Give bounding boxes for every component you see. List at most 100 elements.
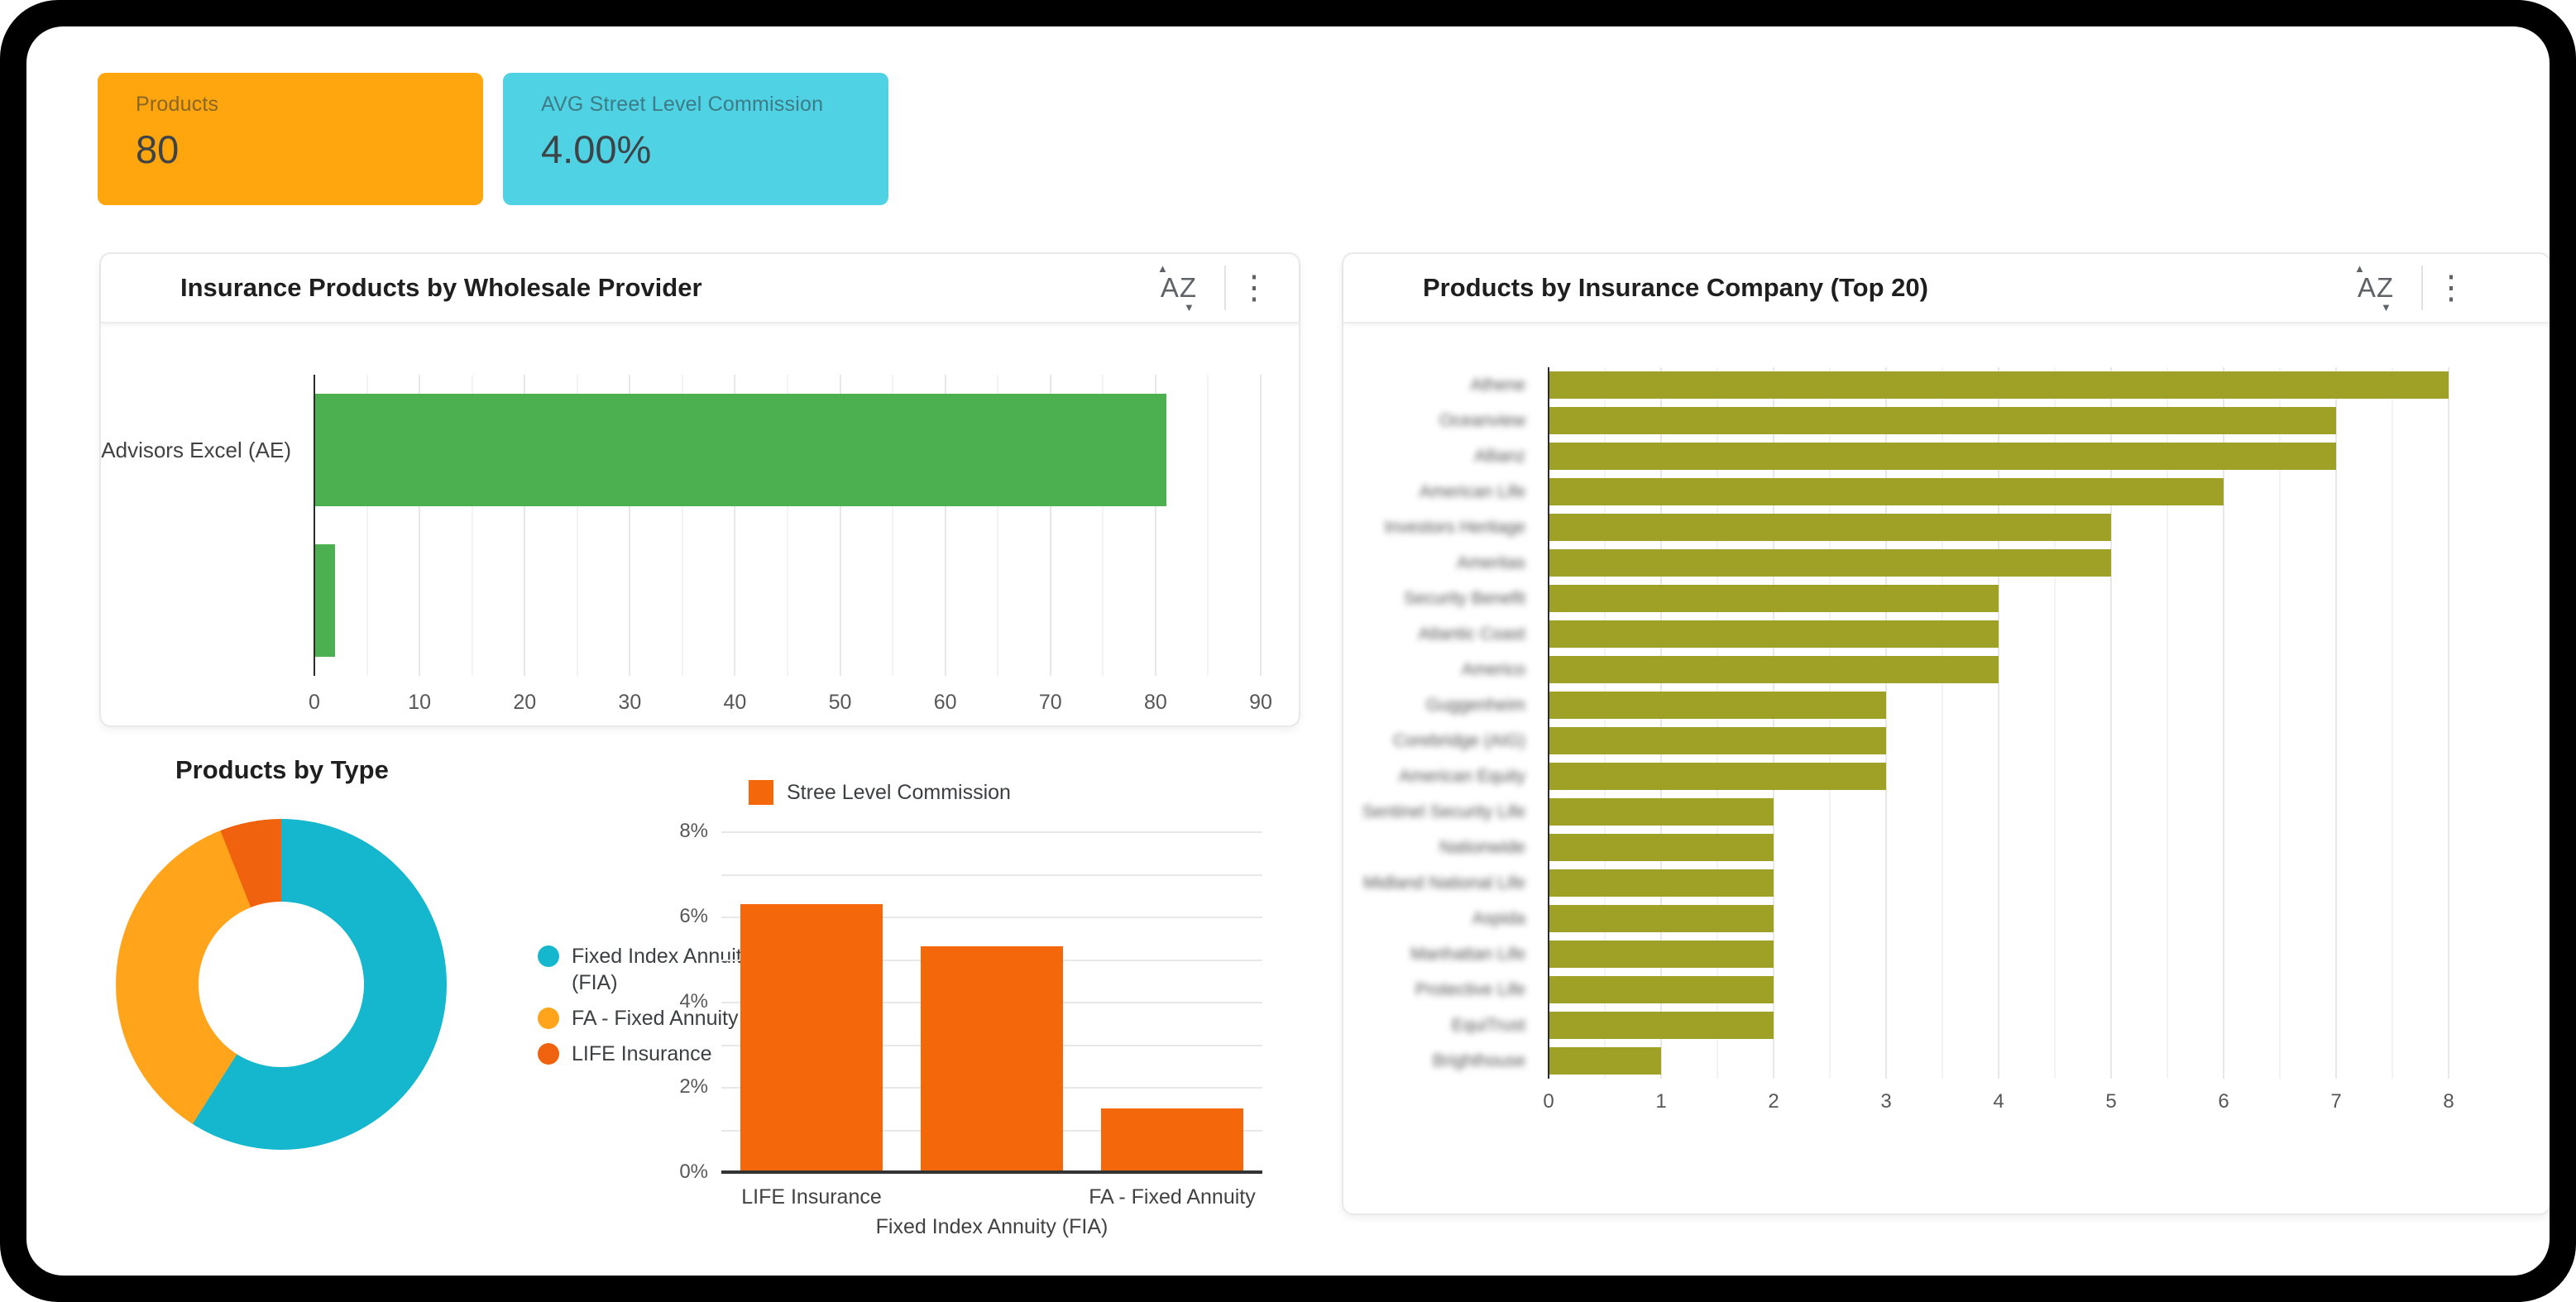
- axis-tick-label: 50: [828, 691, 852, 714]
- bar[interactable]: [1549, 1012, 1774, 1039]
- gridline: [1604, 367, 1606, 1079]
- bar[interactable]: [1549, 798, 1774, 826]
- gridline: [1548, 367, 1549, 1079]
- gridline: [314, 375, 315, 676]
- legend-dot-icon: [538, 1008, 559, 1029]
- category-label: Atlantic Coast: [1418, 625, 1525, 644]
- category-label: Ameritas: [1457, 553, 1525, 572]
- gridline: [1717, 367, 1718, 1079]
- bar[interactable]: [314, 544, 336, 657]
- category-label: Advisors Excel (AE): [101, 438, 291, 462]
- legend-dot-icon: [538, 945, 559, 967]
- legend-dot-icon: [538, 1043, 559, 1065]
- gridline: [524, 375, 526, 676]
- bar[interactable]: [1549, 869, 1774, 897]
- category-label: Midland National Life: [1362, 874, 1525, 893]
- axis-tick-label: 0: [1543, 1090, 1554, 1113]
- legend-label: LIFE Insurance: [572, 1042, 712, 1065]
- gridline: [944, 375, 946, 676]
- gridline: [839, 375, 841, 676]
- bar[interactable]: [314, 394, 1166, 506]
- bar[interactable]: [740, 903, 883, 1172]
- bar[interactable]: [1549, 976, 1774, 1003]
- card-title: Products by Insurance Company (Top 20): [1423, 273, 1928, 302]
- bar[interactable]: [1549, 371, 2449, 399]
- bar[interactable]: [1549, 478, 2224, 505]
- bar[interactable]: [1549, 514, 2111, 541]
- bar[interactable]: [1549, 834, 1774, 861]
- section-title: Products by Type: [175, 755, 389, 784]
- category-label: Americo: [1461, 660, 1525, 679]
- gridline: [419, 375, 421, 676]
- category-label: Corebridge (AIG): [1393, 731, 1525, 750]
- gridline: [1829, 367, 1831, 1079]
- bar[interactable]: [1549, 443, 2336, 470]
- bar[interactable]: [1549, 549, 2111, 577]
- category-label: Sentinel Security Life: [1362, 802, 1525, 821]
- card-header: Insurance Products by Wholesale Provider…: [101, 254, 1299, 323]
- bar[interactable]: [921, 946, 1063, 1172]
- gridline: [1154, 375, 1156, 676]
- more-options-icon[interactable]: ⋮: [1238, 270, 1271, 306]
- gridline: [1998, 367, 1999, 1079]
- axis-tick-label: 2%: [679, 1075, 708, 1098]
- gridline: [1942, 367, 1943, 1079]
- bar[interactable]: [1549, 656, 1999, 683]
- wholesale-provider-chart: Advisors Excel (AE) 0 10 20 30 40 50 60 70 80 90: [101, 322, 1299, 725]
- gridline: [1660, 367, 1662, 1079]
- sort-up-arrow-icon: ▲: [2354, 262, 2365, 275]
- legend-swatch-icon: [749, 780, 773, 805]
- category-label: Oceanview: [1439, 411, 1525, 430]
- axis-tick-label: 0%: [679, 1161, 708, 1183]
- donut-legend: Fixed Index Annuity (FIA) FA - Fixed Annu…: [538, 943, 802, 1067]
- category-label: [101, 525, 291, 676]
- bar[interactable]: [1101, 1108, 1243, 1172]
- category-label: Brighthouse: [1432, 1051, 1525, 1070]
- dashboard-canvas: Products 80 AVG Street Level Commission …: [26, 26, 2550, 1276]
- gridline: [2054, 367, 2056, 1079]
- category-label: American Life: [1419, 482, 1525, 501]
- axis-tick-label: 1: [1655, 1090, 1667, 1113]
- plot-area: [314, 375, 1262, 676]
- legend-item: LIFE Insurance: [538, 1041, 802, 1067]
- gridline: [1260, 375, 1262, 676]
- gridline: [787, 375, 788, 676]
- bar[interactable]: [1549, 905, 1774, 932]
- bar[interactable]: [1549, 763, 1886, 790]
- category-label: Security Benefit: [1403, 589, 1525, 608]
- axis-tick-label: 80: [1143, 691, 1167, 714]
- axis-tick-label: 8: [2443, 1090, 2454, 1113]
- category-label: Investors Heritage: [1384, 518, 1525, 537]
- bar[interactable]: [1549, 585, 1999, 612]
- header-divider: [1224, 266, 1226, 310]
- axis-tick-label: 4: [1993, 1090, 2004, 1113]
- bar[interactable]: [1549, 620, 1999, 648]
- insurance-company-chart: Athene Oceanview Allianz American Life Inves…: [1343, 322, 2550, 1213]
- axis-tick-label: 40: [723, 691, 747, 714]
- more-options-icon[interactable]: ⋮: [2435, 270, 2468, 306]
- category-label: Manhattan Life: [1410, 945, 1525, 964]
- bar[interactable]: [1549, 692, 1886, 719]
- donut-chart[interactable]: [116, 819, 447, 1150]
- gridline: [2223, 367, 2224, 1079]
- gridline: [734, 375, 736, 676]
- sort-az-button[interactable]: AZ ▲ ▼: [2347, 262, 2405, 314]
- bar[interactable]: [1549, 1047, 1661, 1075]
- x-axis: 0 1 2 3 4 5 6 7 8: [1543, 1090, 2454, 1115]
- legend-item: FA - Fixed Annuity: [538, 1005, 802, 1032]
- donut-hole: [199, 902, 364, 1067]
- category-label: Guggenheim: [1425, 696, 1525, 715]
- bar[interactable]: [1549, 727, 1886, 754]
- bar[interactable]: [1549, 407, 2336, 434]
- category-label: Protective Life: [1415, 980, 1525, 999]
- sort-az-button[interactable]: AZ ▲ ▼: [1150, 262, 1208, 314]
- street-level-commission-chart: Stree Level Commission 0% 2% 4% 6% 8% LIFE Ins…: [99, 749, 1297, 1261]
- gridline: [2448, 367, 2449, 1079]
- insurance-company-card: Products by Insurance Company (Top 20) A…: [1342, 252, 2550, 1215]
- sort-up-arrow-icon: ▲: [1157, 262, 1168, 275]
- axis-tick-label: 6%: [679, 905, 708, 927]
- category-label: FA - Fixed Annuity: [1089, 1185, 1256, 1209]
- bar[interactable]: [1549, 941, 1774, 968]
- legend-label: FA - Fixed Annuity: [572, 1007, 739, 1030]
